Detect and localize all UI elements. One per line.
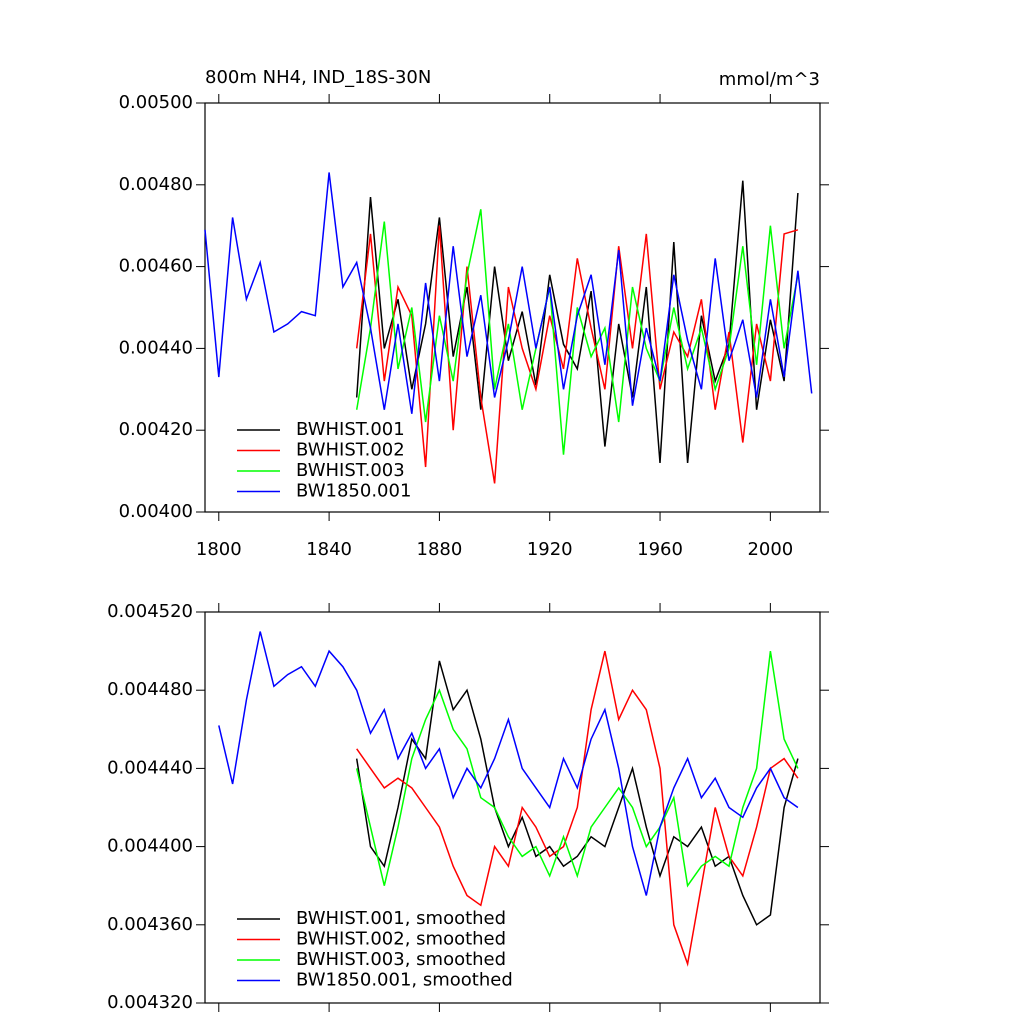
y-tick-label: 0.00480 [119,174,193,195]
series-line [218,631,799,896]
legend-label: BWHIST.002, smoothed [296,929,506,950]
y-tick-label: 0.004320 [107,992,193,1013]
legend-label: BW1850.001, smoothed [296,970,513,991]
x-tick-label: 1920 [527,539,573,560]
x-tick-label: 1960 [637,539,683,560]
x-tick-label: 1840 [306,539,352,560]
legend-label: BWHIST.002 [296,440,405,461]
legend-label: BWHIST.003 [296,460,405,481]
y-tick-label: 0.004360 [107,914,193,935]
x-tick-label: 2000 [747,539,793,560]
chart-title: 800m NH4, IND_18S-30N [205,67,431,88]
series-line [355,180,799,463]
y-tick-label: 0.00440 [119,337,193,358]
y-tick-label: 0.00500 [119,92,193,113]
plot-frame [204,102,821,513]
y-tick-label: 0.00400 [119,501,193,522]
y-tick-label: 0.004520 [107,601,193,622]
legend-label: BWHIST.001 [296,419,405,440]
legend-label: BWHIST.003, smoothed [296,949,506,970]
plot-frame [204,611,821,1004]
series-line [355,650,799,888]
series-line [356,650,799,967]
y-tick-label: 0.004440 [107,757,193,778]
series-line [355,209,799,455]
legend-label: BW1850.001 [296,481,411,502]
y-tick-label: 0.00460 [119,256,193,277]
series-line [204,172,813,414]
y-tick-label: 0.00420 [119,419,193,440]
x-tick-label: 1880 [417,539,463,560]
y-tick-label: 0.004480 [107,679,193,700]
x-tick-label: 1800 [196,539,242,560]
legend-label: BWHIST.001, smoothed [296,908,506,929]
y-tick-label: 0.004400 [107,836,193,857]
units-label: mmol/m^3 [719,69,820,90]
series-line [355,660,799,926]
